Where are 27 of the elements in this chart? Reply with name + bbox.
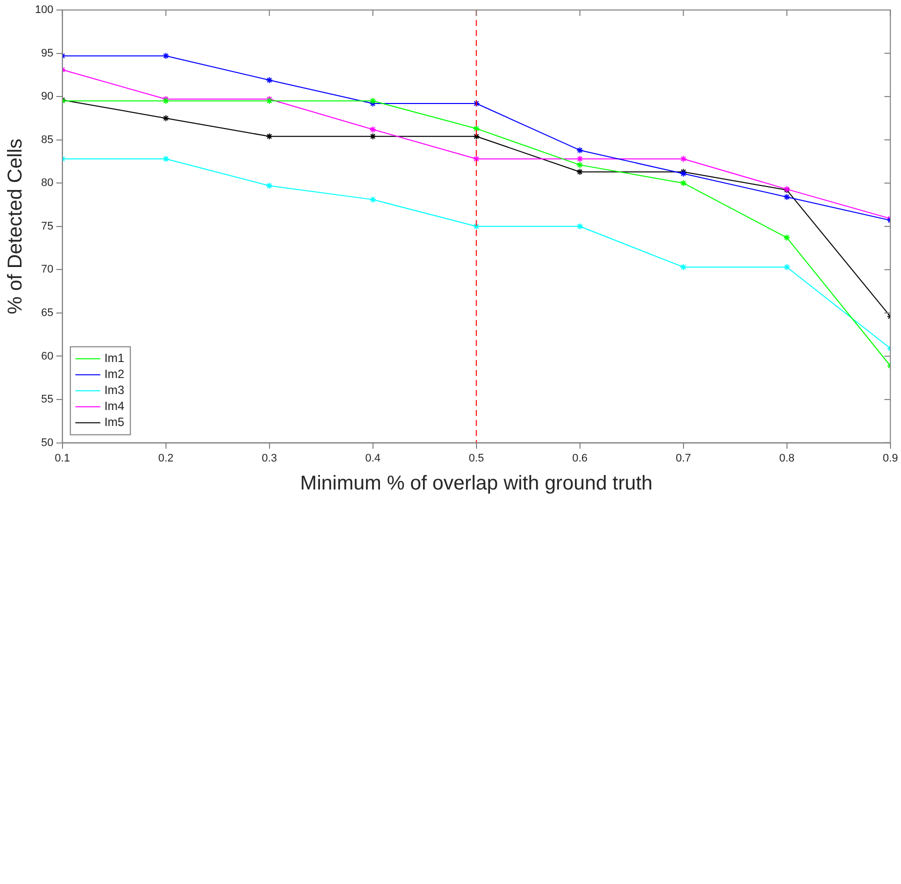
x-tick-label: 0.7 <box>676 452 691 464</box>
legend-label: Im2 <box>104 367 125 382</box>
legend-label: Im1 <box>104 351 125 366</box>
legend-label: Im5 <box>104 415 125 430</box>
x-tick-label: 0.9 <box>882 452 898 464</box>
y-tick-label: 75 <box>41 220 54 232</box>
y-tick-label: 100 <box>34 4 54 16</box>
y-axis-title: % of Detected Cells <box>4 138 27 314</box>
y-tick-label: 50 <box>41 436 54 449</box>
y-tick-label: 85 <box>41 134 54 146</box>
legend-label: Im4 <box>104 399 125 414</box>
x-tick-label: 0.4 <box>365 452 380 464</box>
x-tick-label: 0.2 <box>158 452 174 464</box>
y-tick-label: 70 <box>41 264 54 276</box>
y-tick-label: 95 <box>41 47 54 60</box>
y-tick-label: 90 <box>41 90 54 103</box>
legend-label: Im3 <box>104 383 125 398</box>
y-tick-label: 60 <box>41 350 54 362</box>
y-tick-label: 65 <box>41 306 54 319</box>
x-tick-label: 0.8 <box>779 452 795 464</box>
x-tick-label: 0.6 <box>572 452 588 464</box>
x-axis-title: Minimum % of overlap with ground truth <box>300 472 653 495</box>
y-tick-label: 55 <box>41 394 54 406</box>
x-tick-label: 0.3 <box>262 452 277 464</box>
x-tick-label: 0.5 <box>468 452 484 464</box>
x-tick-label: 0.1 <box>54 452 70 464</box>
y-tick-label: 80 <box>41 177 54 190</box>
